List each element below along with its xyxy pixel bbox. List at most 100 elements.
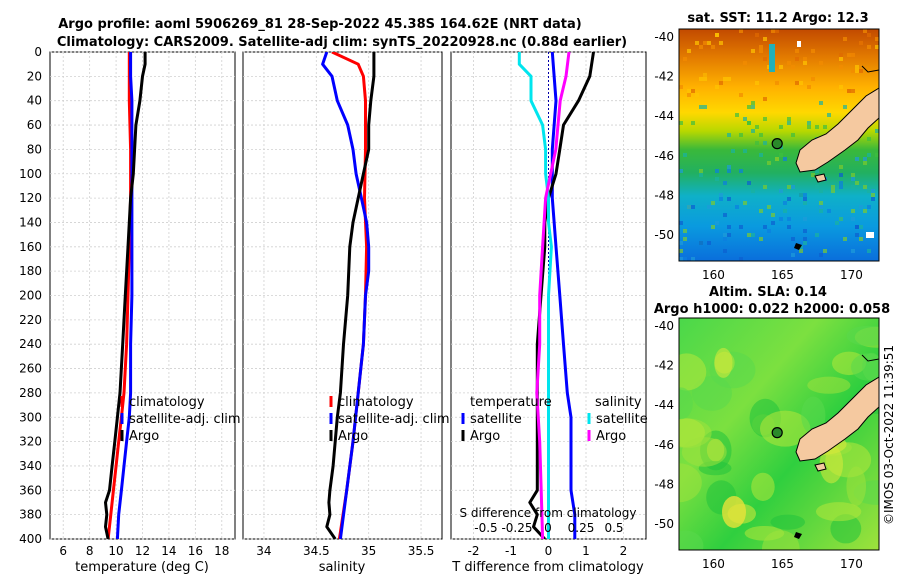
sst-pixel — [851, 217, 855, 221]
sst-pixel — [775, 157, 779, 161]
sst-pixel — [795, 49, 799, 53]
coastline-north — [861, 65, 879, 73]
sst-pixel — [719, 197, 723, 201]
sst-pixel — [843, 37, 847, 41]
legend-label-t-satellite: satellite — [470, 412, 522, 427]
longitude-tick-label: 170 — [840, 557, 863, 571]
sst-pixel — [867, 33, 871, 37]
sst-pixel — [819, 205, 823, 209]
sst-pixel — [823, 125, 827, 129]
sst-pixel — [751, 105, 755, 109]
sst-pixel — [839, 53, 843, 57]
s-difference-label: S difference from climatology — [460, 506, 637, 520]
sst-pixel — [847, 89, 851, 93]
series-line-t-satellite — [550, 52, 577, 539]
sst-pixel — [723, 249, 727, 253]
temperature-grid — [50, 51, 235, 540]
sla-blob — [679, 387, 693, 420]
sst-pixel — [687, 93, 691, 97]
sst-pixel — [695, 93, 699, 97]
sst-pixel — [683, 237, 687, 241]
sst-pixel — [739, 225, 743, 229]
sst-pixel — [739, 257, 743, 261]
x-tick-label: 14 — [161, 544, 176, 558]
salinity-legend: climatology satellite-adj. clim Argo — [329, 395, 450, 444]
x-tick-label: 6 — [59, 544, 67, 558]
sst-pixel — [851, 209, 855, 213]
series-line-s-satellite — [517, 52, 553, 539]
sst-pixel — [683, 153, 687, 157]
sst-pixel — [715, 177, 719, 181]
sst-pixel — [791, 65, 795, 69]
sst-pixel — [751, 129, 755, 133]
sst-pixel — [739, 93, 743, 97]
s-tick: -0.5 — [474, 521, 497, 535]
sst-pixel — [819, 189, 823, 193]
sst-pixel — [799, 81, 803, 85]
sst-pixel — [723, 181, 727, 185]
t-difference-tick-labels: -2 -1 0 1 2 — [468, 544, 628, 558]
sst-pixel — [771, 221, 775, 225]
latitude-tick-label: -46 — [654, 149, 674, 163]
sst-pixel — [795, 57, 799, 61]
sst-pixel — [811, 173, 815, 177]
latitude-tick-label: -44 — [654, 109, 674, 123]
depth-tick-label: 140 — [19, 215, 42, 229]
temperature-tick-labels: 6 8 10 12 14 16 18 — [59, 544, 229, 558]
sst-pixel — [859, 225, 863, 229]
sst-pixel — [803, 197, 807, 201]
depth-tick-label: 120 — [19, 191, 42, 205]
sst-pixel — [851, 89, 855, 93]
sst-pixel — [735, 113, 739, 117]
sst-pixel — [711, 225, 715, 229]
sst-pixel — [783, 209, 787, 213]
sst-pixel — [769, 44, 775, 72]
sst-pixel — [815, 233, 819, 237]
sst-pixel — [755, 81, 759, 85]
sla-blob — [714, 347, 733, 378]
sst-pixel — [839, 165, 843, 169]
sst-pixel — [843, 237, 847, 241]
sst-pixel — [875, 37, 879, 41]
sst-pixel — [859, 237, 863, 241]
difference-panel: -2 -1 0 1 2 T difference from climatology S … — [450, 51, 648, 575]
depth-tick-label: 20 — [27, 69, 42, 83]
sst-pixel — [723, 213, 727, 217]
sst-pixel — [723, 237, 727, 241]
sst-pixel — [699, 105, 703, 109]
sst-pixel — [791, 185, 795, 189]
depth-tick-label: 180 — [19, 264, 42, 278]
difference-lines — [517, 52, 595, 539]
sst-pixel — [743, 149, 747, 153]
sla-map-tick-labels: 160 165 170 -40 -42 -44 -46 -48 -50 — [654, 319, 862, 571]
x-tick-label: 0 — [545, 544, 553, 558]
sla-blob — [681, 437, 727, 467]
sst-pixel — [827, 113, 831, 117]
sst-pixel — [807, 85, 811, 89]
sst-pixel — [779, 65, 783, 69]
sst-pixel — [859, 205, 863, 209]
sst-pixel — [703, 73, 707, 77]
coastline-south-island — [795, 376, 879, 462]
sst-pixel — [699, 241, 703, 245]
sst-pixel — [803, 61, 807, 65]
sst-pixel — [683, 57, 687, 61]
sst-map: sat. SST: 11.2 Argo: 12.3 160 165 170 -40 -4… — [654, 11, 880, 282]
coastline-stewart-island — [814, 173, 827, 183]
sst-pixel — [799, 193, 803, 197]
sst-pixel — [835, 221, 839, 225]
sst-pixel — [855, 225, 859, 229]
sst-pixel — [743, 117, 747, 121]
sst-pixel — [863, 185, 867, 189]
sst-pixel — [755, 125, 759, 129]
series-line-argo — [325, 52, 376, 539]
sst-pixel — [855, 233, 859, 237]
sst-pixel — [855, 157, 859, 161]
sla-blob — [815, 502, 862, 522]
sst-pixel — [875, 153, 879, 157]
sst-pixel — [763, 185, 767, 189]
sst-pixel — [727, 233, 731, 237]
temperature-legend: climatology satellite-adj. clim Argo — [120, 395, 241, 444]
sst-pixel — [819, 101, 823, 105]
sst-pixel — [831, 185, 835, 189]
